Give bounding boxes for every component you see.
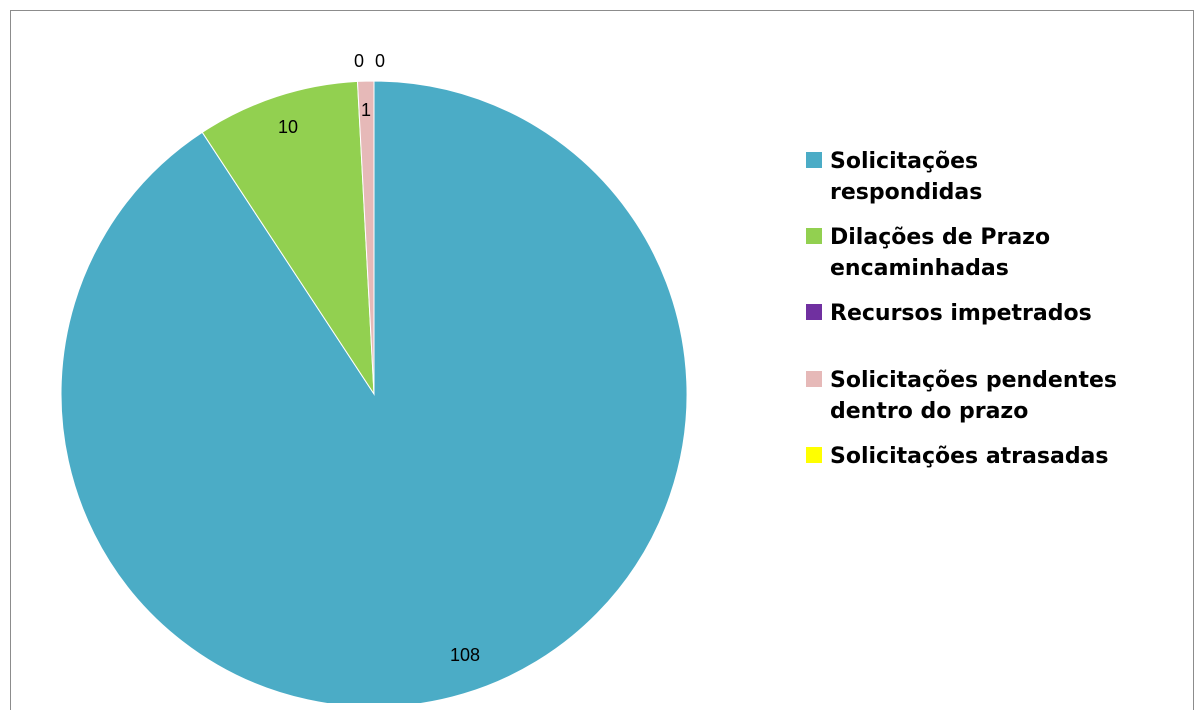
legend-label-dilacoes: Dilações de Prazo encaminhadas [830, 225, 1051, 281]
data-label-pendentes: 1 [361, 100, 371, 120]
legend-label-atrasadas: Solicitações atrasadas [830, 444, 1109, 469]
data-label-dilacoes: 10 [278, 117, 298, 137]
legend-item-dilacoes: Dilações de Prazo encaminhadas [806, 222, 1186, 284]
pie-slice-pendentes [356, 80, 375, 395]
legend-swatch-respondidas [806, 152, 822, 168]
data-label-respondidas: 108 [450, 645, 480, 665]
legend: Solicitações respondidas Dilações de Pra… [806, 146, 1186, 486]
legend-item-atrasadas: Solicitações atrasadas [806, 441, 1186, 472]
legend-swatch-recursos [806, 304, 822, 320]
legend-label-pendentes: Solicitações pendentes dentro do prazo [830, 368, 1118, 424]
data-label-atrasadas: 0 [375, 51, 385, 71]
legend-item-respondidas: Solicitações respondidas [806, 146, 1186, 208]
pie-slices [60, 80, 688, 703]
pie-slice-dilacoes [201, 80, 375, 396]
legend-label-recursos: Recursos impetrados [830, 301, 1092, 326]
data-label-recursos: 0 [354, 51, 364, 71]
chart-frame [10, 10, 1194, 710]
pie-slice-respondidas [60, 80, 688, 703]
legend-item-pendentes: Solicitações pendentes dentro do prazo [806, 365, 1186, 427]
legend-swatch-pendentes [806, 371, 822, 387]
legend-swatch-dilacoes [806, 228, 822, 244]
legend-label-respondidas: Solicitações respondidas [830, 149, 983, 205]
legend-item-recursos: Recursos impetrados [806, 298, 1186, 329]
legend-swatch-atrasadas [806, 447, 822, 463]
